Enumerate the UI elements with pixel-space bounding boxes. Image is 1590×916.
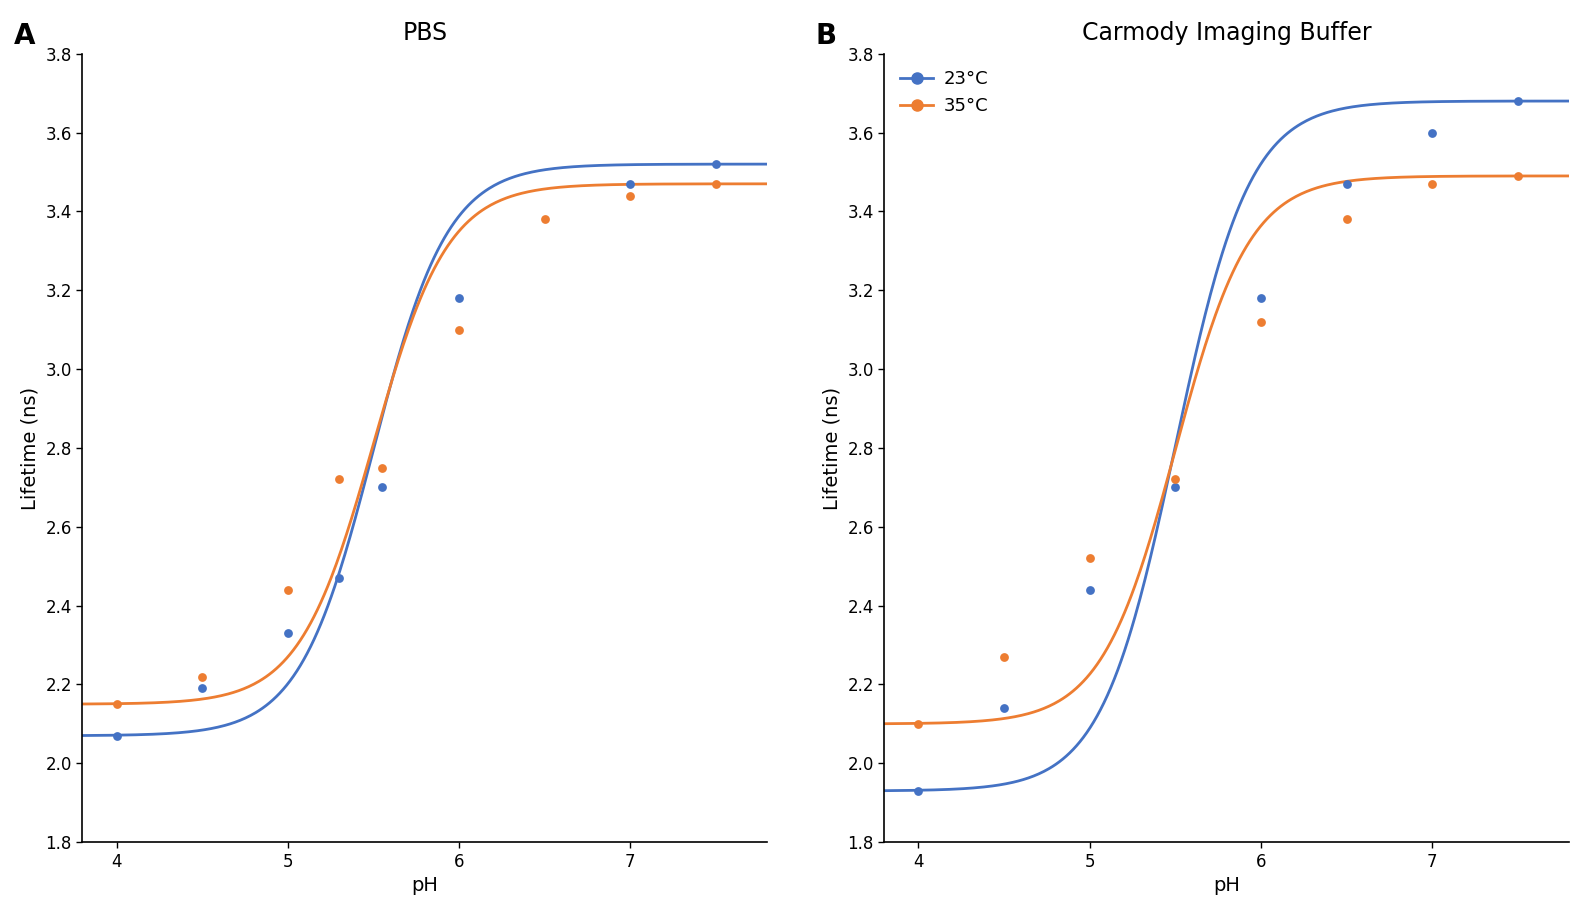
Text: B: B <box>816 22 836 50</box>
Point <box>103 697 129 712</box>
Point <box>447 322 472 337</box>
Point <box>326 472 351 486</box>
Point <box>103 728 129 743</box>
X-axis label: pH: pH <box>1213 877 1240 895</box>
Y-axis label: Lifetime (ns): Lifetime (ns) <box>822 387 841 509</box>
Point <box>275 583 301 597</box>
Point <box>1076 551 1102 566</box>
Point <box>1162 480 1188 495</box>
Point <box>275 626 301 640</box>
Point <box>617 189 642 203</box>
Point <box>369 461 394 475</box>
Point <box>1162 472 1188 486</box>
Point <box>992 701 1018 715</box>
Point <box>1334 212 1359 226</box>
Legend: 23°C, 35°C: 23°C, 35°C <box>894 63 995 122</box>
Point <box>369 480 394 495</box>
Y-axis label: Lifetime (ns): Lifetime (ns) <box>21 387 40 509</box>
X-axis label: pH: pH <box>412 877 439 895</box>
Point <box>1506 169 1531 183</box>
Point <box>447 290 472 305</box>
Point <box>1420 177 1445 191</box>
Point <box>1420 125 1445 140</box>
Point <box>992 649 1018 664</box>
Point <box>703 157 728 171</box>
Title: PBS: PBS <box>402 21 447 45</box>
Point <box>189 682 215 696</box>
Point <box>1248 290 1274 305</box>
Point <box>533 212 558 226</box>
Point <box>1076 583 1102 597</box>
Point <box>1334 177 1359 191</box>
Point <box>617 177 642 191</box>
Title: Carmody Imaging Buffer: Carmody Imaging Buffer <box>1081 21 1372 45</box>
Point <box>906 716 932 731</box>
Point <box>1248 314 1274 329</box>
Point <box>189 670 215 684</box>
Text: A: A <box>14 22 35 50</box>
Point <box>326 571 351 585</box>
Point <box>1506 93 1531 108</box>
Point <box>906 783 932 798</box>
Point <box>703 177 728 191</box>
